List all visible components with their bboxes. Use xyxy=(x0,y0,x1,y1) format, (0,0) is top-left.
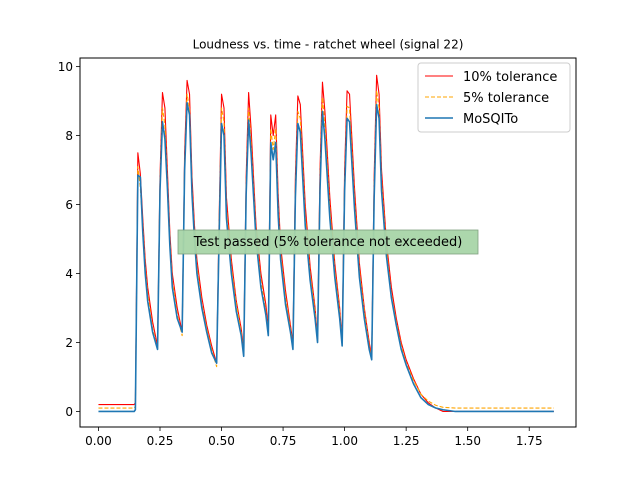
legend: 10% tolerance 5% tolerance MoSQITo xyxy=(418,63,570,132)
y-tick-label: 0 xyxy=(65,405,73,419)
y-tick-label: 2 xyxy=(65,336,73,350)
x-tick-label: 1.25 xyxy=(393,434,420,448)
y-tick-label: 6 xyxy=(65,198,73,212)
y-tick-label: 8 xyxy=(65,129,73,143)
legend-label-1: 5% tolerance xyxy=(463,91,549,106)
x-tick-label: 0.75 xyxy=(270,434,297,448)
chart-title: Loudness vs. time - ratchet wheel (signa… xyxy=(193,38,464,52)
x-tick-label: 0.50 xyxy=(208,434,235,448)
x-tick-label: 0.00 xyxy=(85,434,112,448)
x-tick-label: 0.25 xyxy=(147,434,174,448)
legend-label-0: 10% tolerance xyxy=(463,70,557,85)
x-tick-label: 1.75 xyxy=(516,434,543,448)
y-tick-label: 10 xyxy=(58,60,73,74)
x-tick-label: 1.50 xyxy=(454,434,481,448)
legend-label-2: MoSQITo xyxy=(463,112,518,127)
x-tick-label: 1.00 xyxy=(331,434,358,448)
annotation-box: Test passed (5% tolerance not exceeded) xyxy=(178,230,478,254)
annotation-text: Test passed (5% tolerance not exceeded) xyxy=(193,235,463,250)
y-tick-label: 4 xyxy=(65,267,73,281)
